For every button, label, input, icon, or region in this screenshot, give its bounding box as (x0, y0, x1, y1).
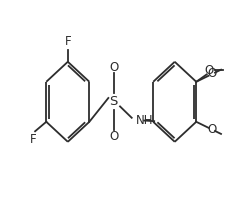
Text: O: O (109, 130, 118, 143)
Text: O: O (208, 67, 217, 80)
Text: S: S (110, 95, 118, 108)
Text: O: O (109, 61, 118, 74)
Text: F: F (64, 35, 71, 48)
Text: NH: NH (136, 114, 154, 127)
Text: O: O (208, 123, 217, 136)
Text: O: O (204, 64, 214, 77)
Text: F: F (30, 133, 37, 146)
